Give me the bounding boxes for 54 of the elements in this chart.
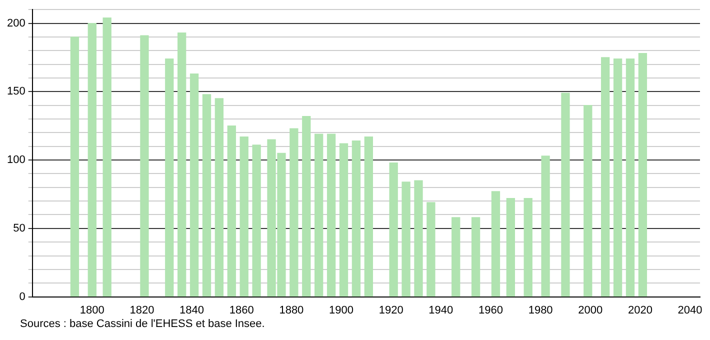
bar — [140, 35, 149, 297]
x-tick-label: 1880 — [279, 304, 304, 316]
bar — [541, 156, 550, 297]
bar — [339, 143, 348, 297]
bar — [638, 53, 648, 297]
x-tick-label: 1840 — [180, 304, 204, 316]
bar — [426, 202, 436, 297]
bar — [190, 74, 199, 297]
bar — [584, 105, 592, 297]
bar — [402, 182, 410, 297]
bar — [290, 128, 298, 297]
bar — [302, 116, 311, 297]
bar — [414, 180, 423, 297]
y-tick-label: 50 — [13, 222, 26, 234]
x-tick-label: 1940 — [428, 304, 454, 316]
x-tick-label: 2020 — [628, 304, 652, 316]
bar — [364, 136, 373, 297]
bar — [561, 92, 570, 297]
bar — [240, 136, 248, 297]
bar — [471, 217, 480, 297]
bar — [202, 94, 212, 297]
x-tick-label: 1800 — [80, 304, 104, 316]
x-tick-label: 2000 — [578, 304, 603, 316]
bar — [314, 134, 324, 297]
x-tick-label: 1900 — [329, 304, 354, 316]
bar — [227, 126, 236, 297]
bar — [88, 22, 96, 297]
bar — [70, 36, 80, 297]
bar — [326, 134, 336, 297]
y-tick-label: 200 — [6, 17, 26, 30]
bar — [601, 57, 610, 297]
bar — [613, 58, 622, 297]
bar — [214, 98, 224, 297]
bar — [252, 144, 261, 297]
x-tick-label: 1920 — [378, 304, 404, 316]
x-tick-label: 2040 — [678, 304, 702, 316]
x-tick-label: 1980 — [528, 304, 553, 316]
bar — [165, 58, 174, 297]
bar — [626, 58, 635, 297]
x-tick-label: 1820 — [130, 304, 154, 316]
bar — [452, 217, 460, 297]
y-tick-label: 100 — [6, 154, 26, 166]
bar — [389, 162, 398, 297]
bar — [177, 32, 186, 297]
bar — [524, 198, 532, 297]
y-tick-label: 150 — [6, 86, 26, 98]
x-tick-label: 1960 — [478, 304, 503, 316]
y-tick-label: 0 — [19, 290, 26, 303]
bar — [491, 191, 500, 297]
bar — [352, 140, 361, 297]
bar — [506, 198, 515, 297]
bar — [102, 17, 112, 297]
source-note: Sources : base Cassini de l'EHESS et base Insee. — [20, 318, 266, 330]
x-tick-label: 1860 — [229, 304, 254, 316]
